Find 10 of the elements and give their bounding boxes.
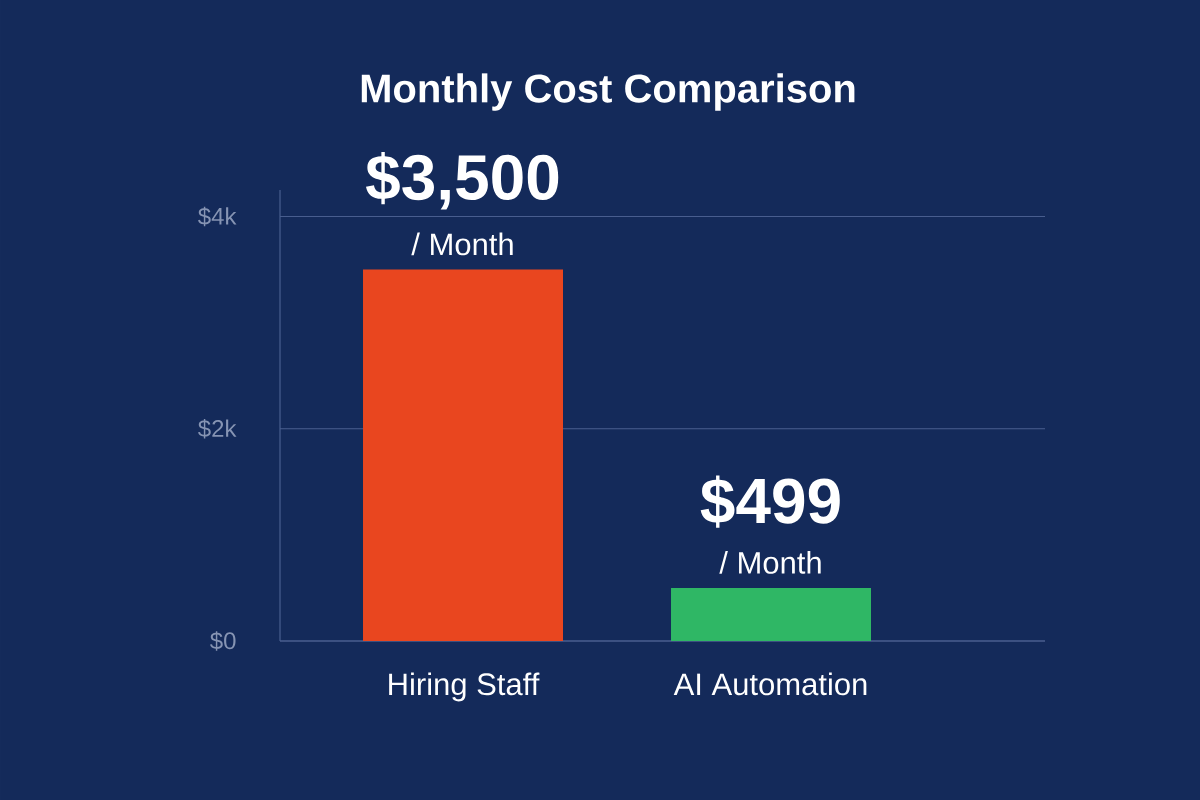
y-tick-label: $4k: [198, 206, 237, 227]
chart-title: Monthly Cost Comparison: [361, 73, 855, 111]
data-label: $3,500: [365, 151, 559, 210]
data-label: $499: [700, 475, 840, 528]
annotation: / Month: [411, 232, 513, 256]
x-tick-label: Hiring Staff: [389, 672, 540, 702]
annotation: / Month: [719, 551, 821, 574]
y-tick-label: $0: [210, 631, 236, 651]
y-tick-label: $2k: [198, 419, 237, 439]
x-tick-label: AI Automation: [673, 672, 867, 696]
